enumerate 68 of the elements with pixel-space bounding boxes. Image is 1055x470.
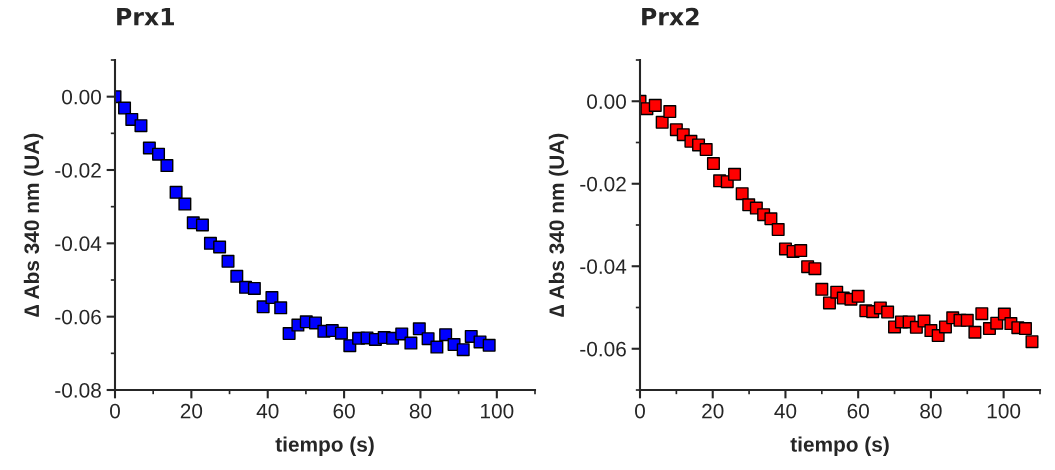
point <box>728 167 742 181</box>
point <box>1025 335 1039 349</box>
point <box>195 218 209 232</box>
x-tick-label: 40 <box>256 403 279 419</box>
point <box>430 340 444 354</box>
point <box>881 305 895 319</box>
point <box>118 101 132 115</box>
y-tick-label: 0.00 <box>587 94 626 109</box>
point <box>265 291 279 305</box>
x-tick-label: 80 <box>409 403 432 419</box>
point <box>663 105 677 119</box>
point <box>404 336 418 350</box>
point <box>213 240 227 254</box>
point <box>395 327 409 341</box>
point <box>851 289 865 303</box>
y-tick-label: -0.08 <box>55 383 101 398</box>
point <box>169 185 183 199</box>
x-tick-label: 40 <box>774 403 797 419</box>
x-tick-label: 60 <box>333 403 355 419</box>
x-axis-title: tiempo (s) <box>275 436 374 456</box>
point <box>975 307 989 321</box>
point <box>247 281 261 295</box>
point <box>735 187 749 201</box>
point <box>655 115 669 129</box>
x-tick-label: 0 <box>635 403 645 419</box>
point <box>334 326 348 340</box>
point <box>412 322 426 336</box>
point <box>178 197 192 211</box>
point <box>152 147 166 161</box>
point <box>230 269 244 283</box>
point <box>771 223 785 237</box>
y-tick-label: -0.04 <box>580 259 627 274</box>
point <box>960 313 974 327</box>
point <box>808 262 822 276</box>
point <box>160 159 174 173</box>
y-tick-label: -0.06 <box>580 341 626 357</box>
y-axis-title: ∆ Abs 340 nm (UA) <box>548 133 569 317</box>
x-tick-label: 20 <box>180 403 203 419</box>
y-axis-title: ∆ Abs 340 nm (UA) <box>23 133 44 317</box>
point <box>706 157 720 171</box>
x-tick-label: 0 <box>110 403 120 419</box>
y-tick-label: -0.02 <box>580 176 626 192</box>
point <box>456 343 470 357</box>
point <box>968 325 982 339</box>
point <box>134 119 148 133</box>
y-tick-label: -0.06 <box>55 309 101 325</box>
x-tick-label: 100 <box>987 403 1021 419</box>
y-tick-label: 0.00 <box>62 89 101 105</box>
y-tick-label: -0.04 <box>55 236 102 252</box>
point <box>439 328 453 342</box>
x-tick-label: 20 <box>702 403 724 419</box>
x-tick-label: 100 <box>481 403 514 419</box>
point <box>822 296 836 310</box>
chart-title: Prx1 <box>117 8 174 26</box>
chart-title: Prx2 <box>642 7 699 26</box>
point <box>221 254 235 268</box>
point <box>274 301 288 315</box>
y-tick-label: -0.02 <box>55 163 101 178</box>
point <box>1018 322 1032 336</box>
x-tick-label: 60 <box>847 403 869 419</box>
point <box>794 244 808 258</box>
x-tick-label: 80 <box>920 403 942 419</box>
point <box>699 143 713 157</box>
point <box>815 282 829 296</box>
point <box>482 338 496 352</box>
point <box>764 212 778 226</box>
point <box>648 98 662 112</box>
x-axis-title: tiempo (s) <box>790 436 889 456</box>
